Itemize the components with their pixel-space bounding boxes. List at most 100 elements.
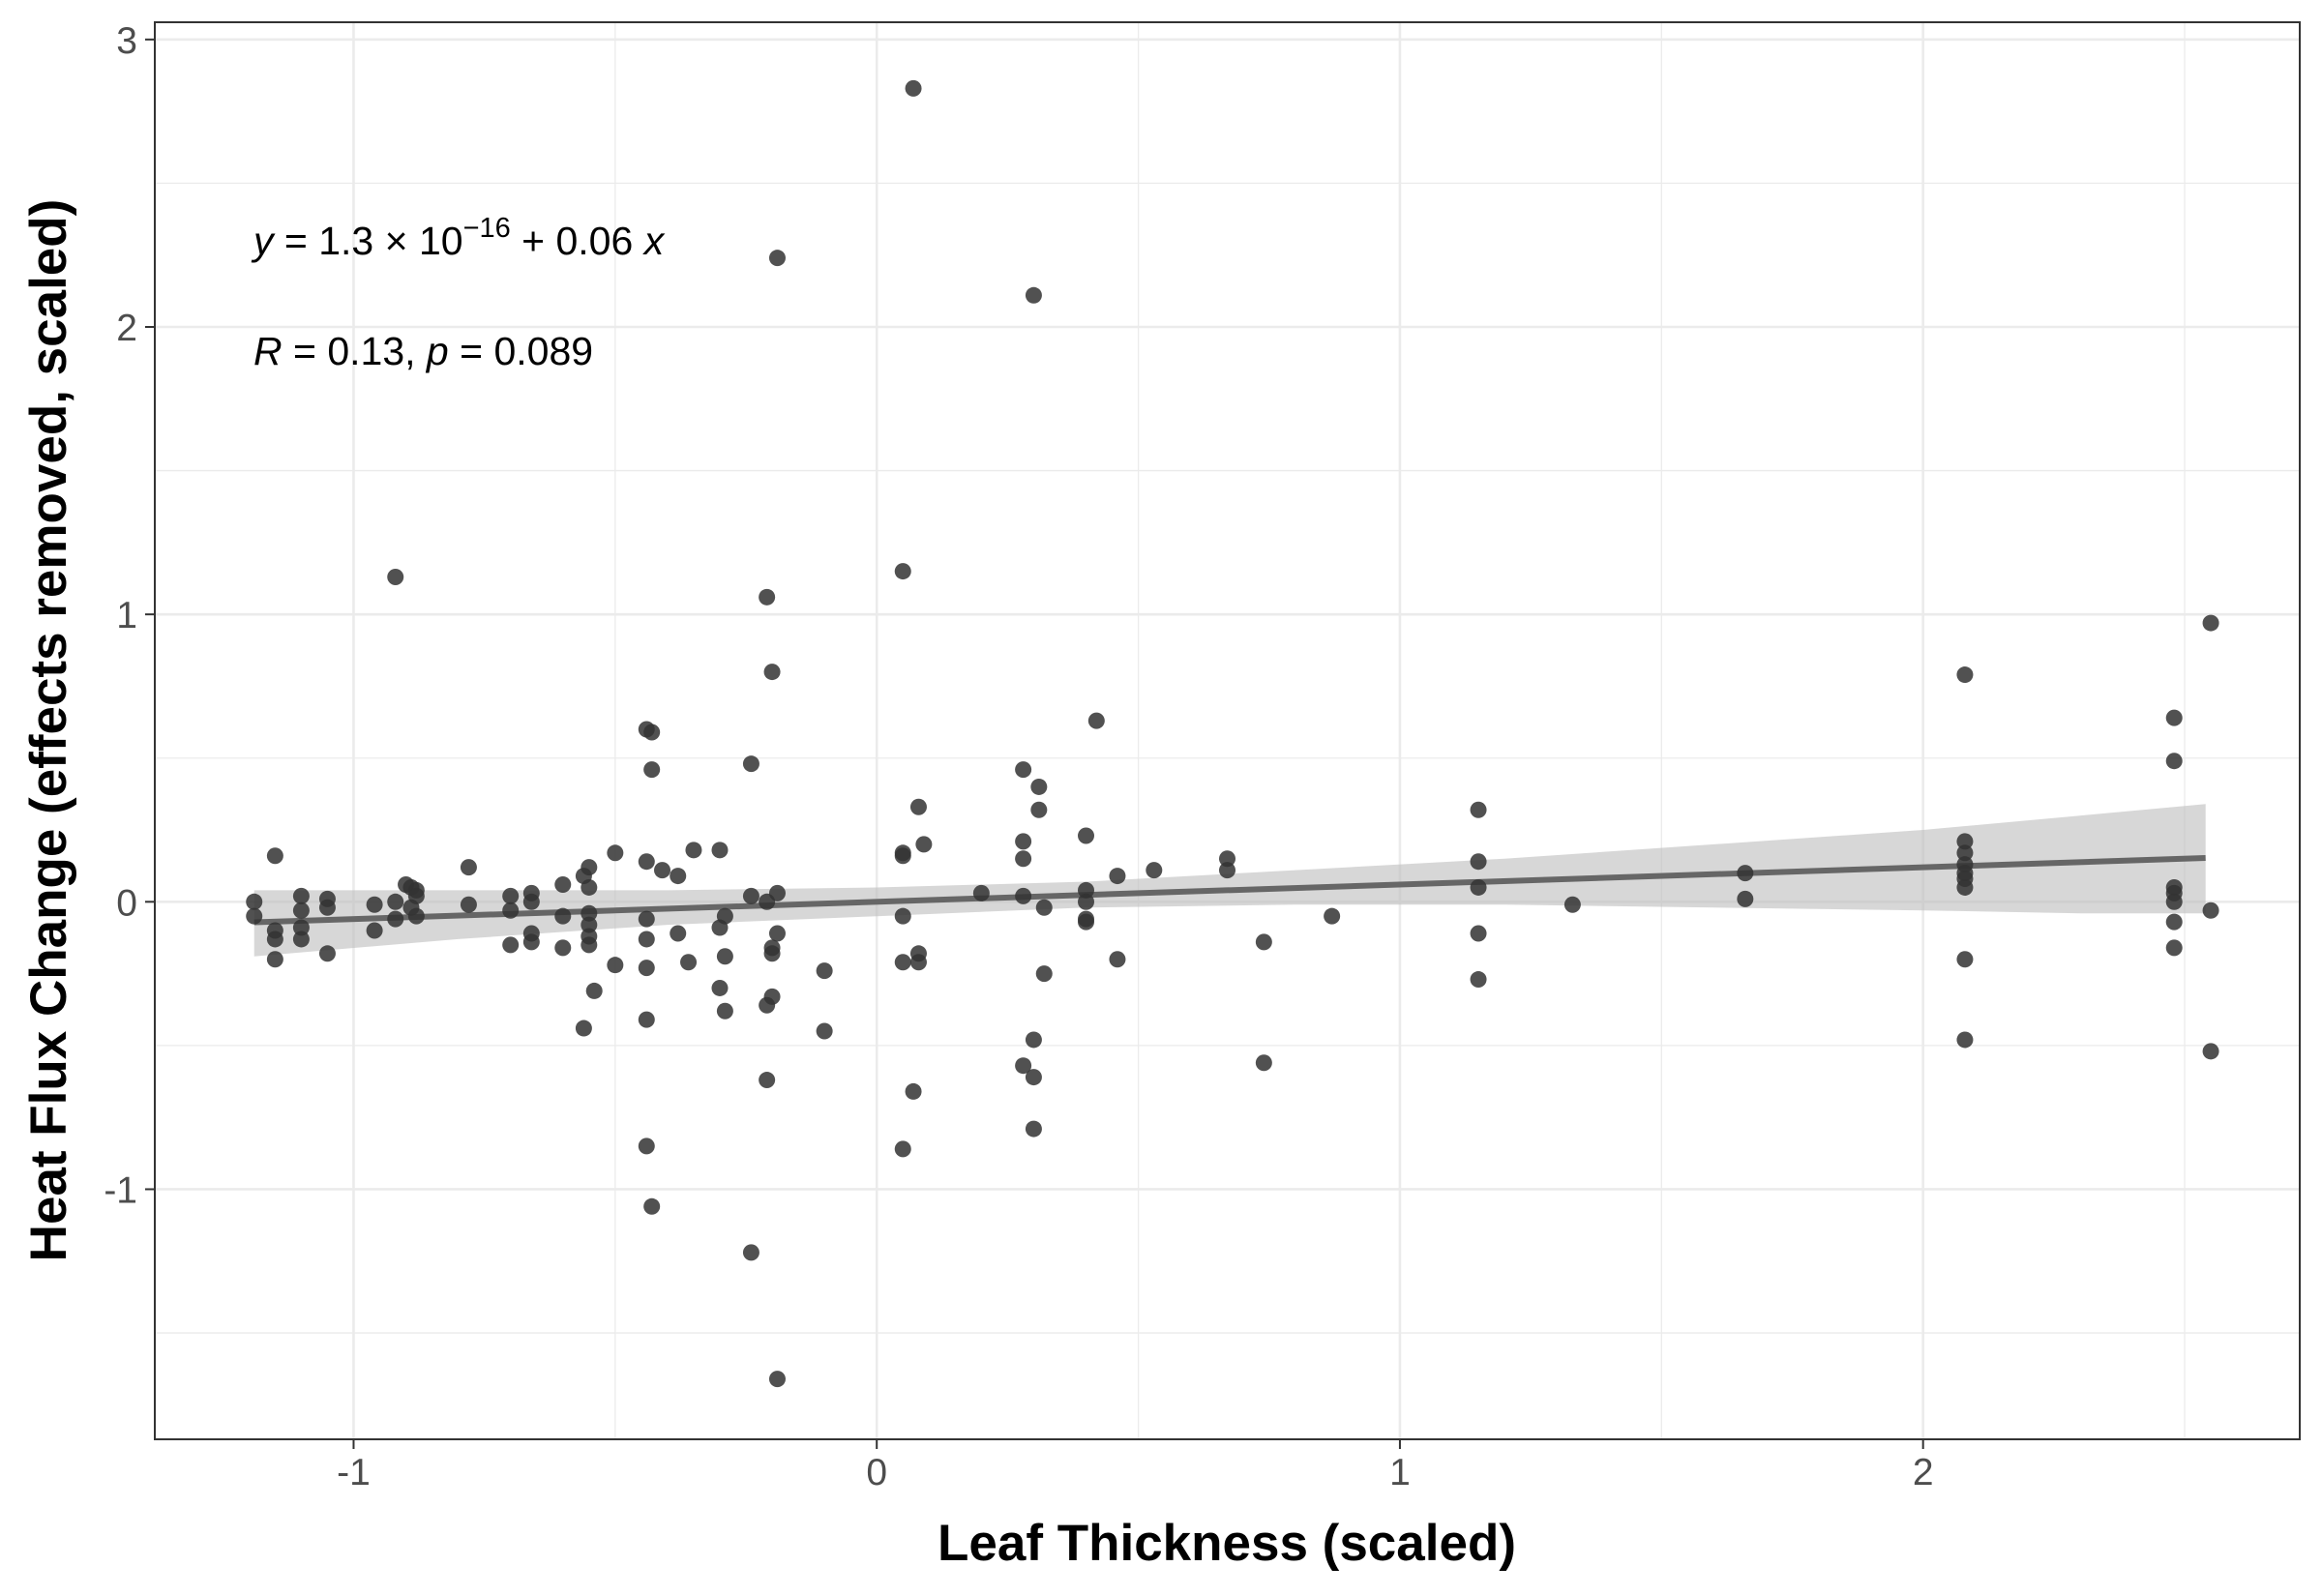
data-point	[768, 250, 786, 267]
data-point	[1109, 868, 1126, 885]
data-point	[894, 954, 911, 971]
data-point	[292, 919, 310, 936]
data-point	[266, 951, 283, 968]
data-point	[909, 954, 927, 971]
data-point	[554, 939, 572, 957]
data-point	[685, 842, 702, 859]
data-point	[2165, 709, 2183, 726]
data-point	[1035, 899, 1053, 916]
data-point	[1146, 862, 1163, 879]
confidence-band	[253, 804, 2206, 957]
data-point	[894, 563, 911, 580]
data-point	[1470, 801, 1487, 818]
data-point	[638, 910, 655, 928]
data-point	[292, 931, 310, 948]
data-point	[387, 910, 404, 928]
data-point	[1563, 896, 1581, 913]
data-point	[716, 907, 733, 925]
data-points	[246, 79, 2219, 1388]
data-point	[2165, 753, 2183, 770]
data-point	[1324, 907, 1341, 925]
y-tick-label: 2	[116, 308, 137, 349]
stats-annotation: R = 0.13, p = 0.089	[253, 329, 593, 373]
data-point	[1078, 827, 1095, 844]
data-point	[1025, 286, 1042, 304]
grid-minor	[155, 22, 2300, 1439]
data-point	[318, 945, 336, 962]
data-point	[1470, 878, 1487, 896]
data-point	[1015, 833, 1032, 850]
data-point	[894, 847, 911, 865]
data-point	[607, 957, 624, 974]
data-point	[502, 936, 520, 954]
data-point	[407, 907, 425, 925]
data-point	[2202, 614, 2219, 632]
data-point	[1015, 761, 1032, 779]
data-point	[554, 907, 572, 925]
data-point	[742, 887, 759, 904]
data-point	[759, 588, 776, 606]
data-point	[670, 925, 687, 942]
data-point	[905, 79, 922, 97]
data-point	[246, 907, 263, 925]
x-tick-label: -1	[337, 1452, 371, 1493]
x-axis-ticks: -1 0 1 2	[337, 1439, 1934, 1493]
data-point	[460, 896, 477, 913]
y-axis-title: Heat Flux Change (effects removed, scale…	[20, 199, 77, 1262]
data-point	[1078, 881, 1095, 899]
data-point	[580, 916, 598, 933]
data-point	[2202, 1043, 2219, 1060]
data-point	[318, 899, 336, 916]
data-point	[638, 853, 655, 871]
x-tick-label: 0	[866, 1452, 887, 1493]
data-point	[554, 875, 572, 893]
data-point	[1737, 890, 1754, 907]
data-point	[654, 862, 671, 879]
data-point	[1956, 666, 1974, 684]
data-point	[580, 936, 598, 954]
data-point	[580, 878, 598, 896]
data-point	[607, 844, 624, 862]
data-point	[580, 904, 598, 922]
plot-background	[155, 22, 2300, 1439]
data-point	[638, 931, 655, 948]
data-point	[1219, 850, 1235, 868]
regression-line	[253, 855, 2206, 926]
y-tick-label: 1	[116, 595, 137, 636]
data-point	[763, 664, 781, 681]
data-point	[522, 933, 540, 951]
data-point	[460, 859, 477, 876]
data-point	[1956, 951, 1974, 968]
data-point	[716, 1002, 733, 1020]
data-point	[246, 893, 263, 910]
data-point	[643, 724, 661, 741]
data-point	[894, 907, 911, 925]
data-point	[643, 1197, 661, 1215]
data-point	[763, 945, 781, 962]
data-point	[816, 962, 833, 980]
data-point	[1956, 833, 1974, 850]
y-axis-ticks: -1 0 1 2 3	[104, 20, 155, 1211]
data-point	[1015, 1057, 1032, 1075]
data-point	[1255, 1054, 1272, 1072]
data-point	[1956, 844, 1974, 862]
data-point	[680, 954, 698, 971]
data-point	[759, 1072, 776, 1089]
data-point	[905, 1082, 922, 1100]
data-point	[909, 798, 927, 815]
data-point	[266, 931, 283, 948]
data-point	[1470, 925, 1487, 942]
data-point	[366, 896, 383, 913]
data-point	[1025, 1069, 1042, 1086]
data-point	[894, 1140, 911, 1158]
y-tick-label: 0	[116, 882, 137, 924]
data-point	[763, 988, 781, 1005]
x-tick-label: 2	[1913, 1452, 1934, 1493]
data-point	[1255, 933, 1272, 951]
data-point	[387, 569, 404, 586]
data-point	[742, 1244, 759, 1261]
data-point	[2165, 913, 2183, 931]
data-point	[1956, 1031, 1974, 1049]
data-point	[387, 893, 404, 910]
data-point	[575, 1020, 592, 1037]
